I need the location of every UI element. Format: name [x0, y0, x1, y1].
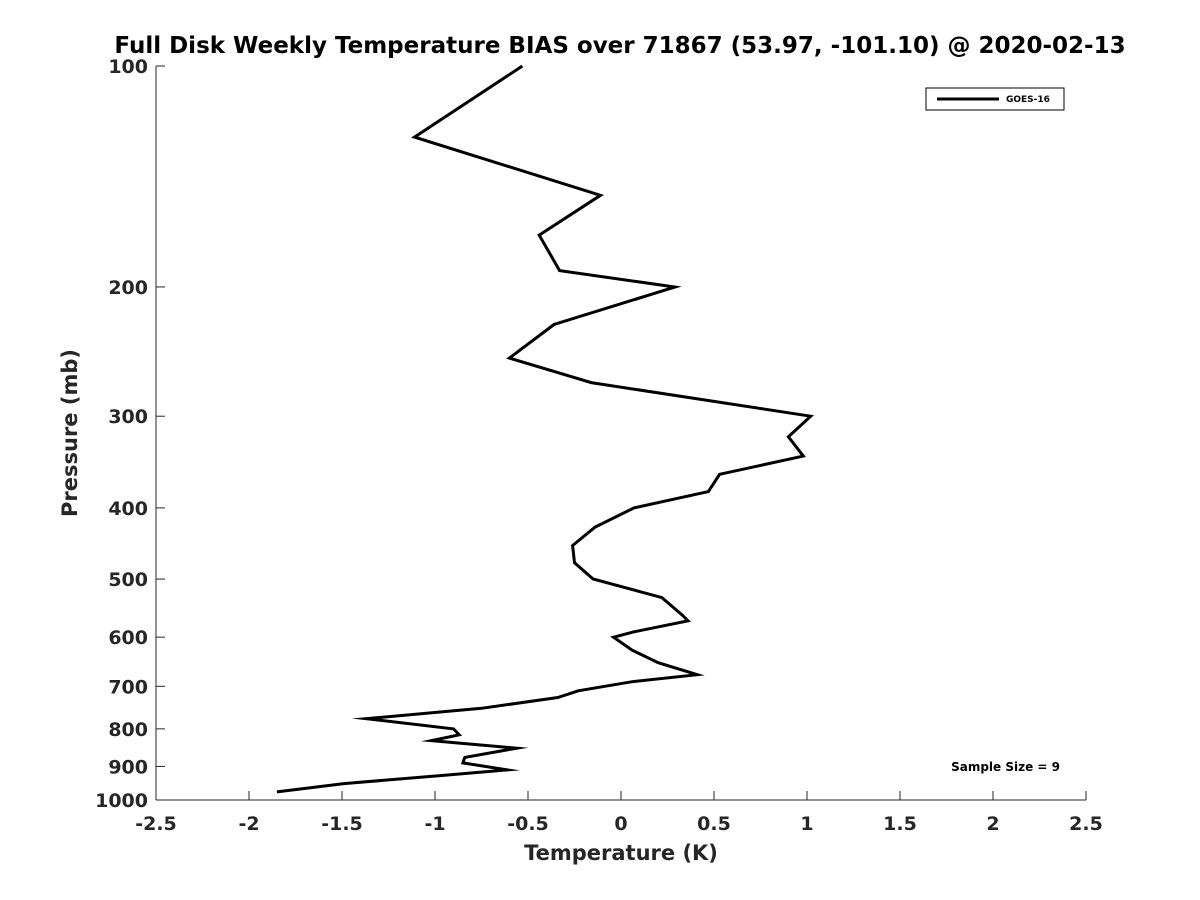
- chart-title: Full Disk Weekly Temperature BIAS over 7…: [114, 33, 1125, 59]
- series-line-goes-16: [276, 64, 815, 794]
- y-tick-label: 800: [108, 719, 148, 741]
- x-tick-label: -0.5: [507, 813, 549, 835]
- x-tick-label: -2.5: [135, 813, 177, 835]
- x-tick-label: 1: [800, 813, 813, 835]
- y-tick-label: 500: [108, 569, 148, 591]
- y-tick-label: 300: [108, 406, 148, 428]
- y-axis-label: Pressure (mb): [58, 349, 82, 517]
- y-tick-label: 100: [108, 56, 148, 78]
- series-layer: [276, 64, 815, 794]
- sample-size-annotation: Sample Size = 9: [951, 760, 1060, 774]
- x-tick-label: -1: [424, 813, 445, 835]
- y-tick-label: 600: [108, 627, 148, 649]
- x-axis-ticks: -2.5 -2 -1.5 -1 -0.5 0 0.5 1 1.5 2 2.5: [135, 791, 1103, 835]
- y-axis-ticks: 100 200 300 400 500 600 700 800 900 1000: [95, 56, 165, 812]
- x-tick-label: -2: [238, 813, 259, 835]
- plot-background: [156, 66, 1086, 800]
- x-tick-label: 0.5: [697, 813, 731, 835]
- legend: GOES-16: [925, 87, 1065, 111]
- x-tick-label: -1.5: [321, 813, 363, 835]
- x-axis-label: Temperature (K): [524, 841, 718, 865]
- y-tick-label: 900: [108, 756, 148, 778]
- x-tick-label: 0: [614, 813, 627, 835]
- x-tick-label: 2: [986, 813, 999, 835]
- y-tick-label: 1000: [95, 790, 148, 812]
- x-tick-label: 1.5: [883, 813, 917, 835]
- y-tick-label: 400: [108, 498, 148, 520]
- y-tick-label: 200: [108, 277, 148, 299]
- y-tick-label: 700: [108, 676, 148, 698]
- x-tick-label: 2.5: [1069, 813, 1103, 835]
- plot-area: -2.5 -2 -1.5 -1 -0.5 0 0.5 1 1.5 2 2.5 100 200 300 40…: [95, 56, 1103, 835]
- legend-label-goes-16: GOES-16: [1006, 95, 1050, 105]
